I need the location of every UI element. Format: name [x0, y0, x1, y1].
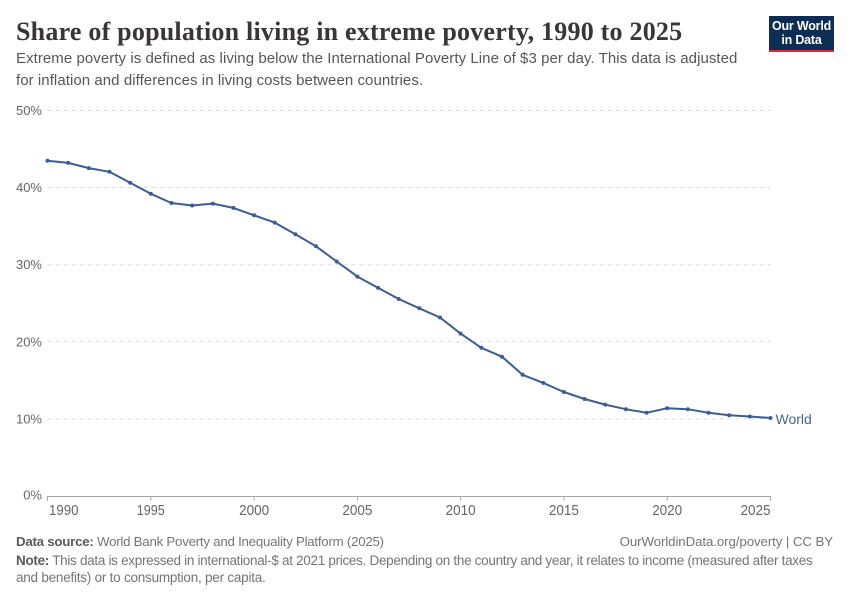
svg-text:0%: 0% — [23, 488, 42, 503]
svg-text:1990: 1990 — [49, 502, 79, 519]
svg-text:50%: 50% — [16, 103, 42, 118]
svg-text:2015: 2015 — [549, 502, 579, 519]
svg-text:2000: 2000 — [239, 502, 269, 519]
svg-text:40%: 40% — [16, 180, 42, 195]
svg-text:20%: 20% — [16, 334, 42, 349]
svg-text:2005: 2005 — [342, 502, 372, 519]
svg-text:10%: 10% — [16, 411, 42, 426]
svg-text:2010: 2010 — [446, 502, 476, 519]
svg-text:2025: 2025 — [741, 502, 771, 519]
svg-text:World: World — [776, 411, 812, 427]
svg-text:1995: 1995 — [137, 502, 165, 519]
svg-text:30%: 30% — [16, 257, 42, 272]
svg-text:2020: 2020 — [652, 502, 682, 519]
